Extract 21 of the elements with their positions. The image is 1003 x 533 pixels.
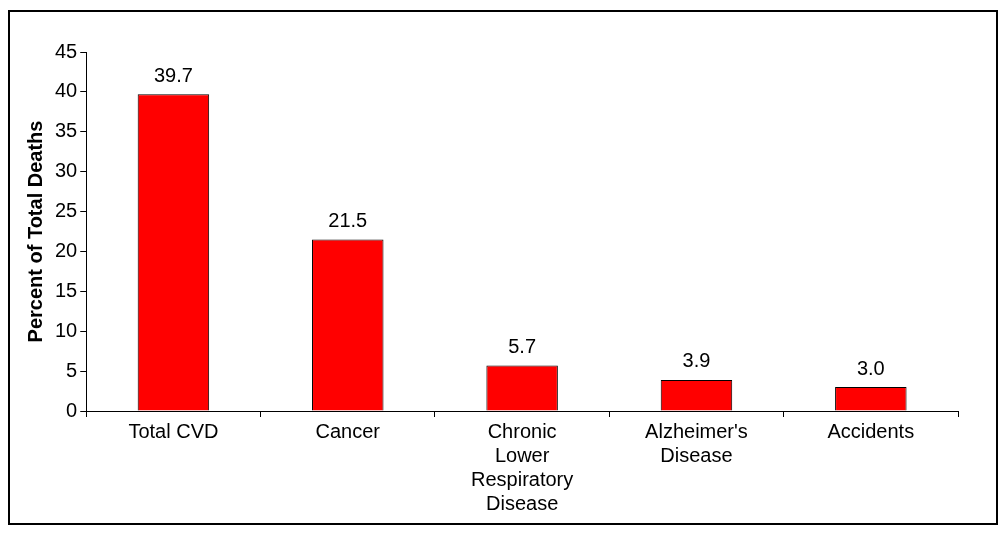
x-tick-label: Accidents	[827, 419, 915, 442]
y-axis-title: Percent of Total Deaths	[23, 120, 46, 343]
data-label: 3.9	[682, 349, 711, 372]
y-tick-label: 35	[55, 119, 78, 142]
y-tick-label: 25	[55, 199, 78, 222]
x-tick-label: Alzheimer's Disease	[645, 419, 748, 466]
y-tick-label: 15	[55, 278, 78, 301]
y-tick-label: 5	[66, 358, 78, 381]
y-tick-label: 10	[55, 318, 78, 341]
y-tick-label: 45	[55, 39, 78, 62]
data-label: 5.7	[508, 335, 537, 358]
data-label: 21.5	[328, 208, 368, 231]
y-tick-label: 0	[66, 398, 78, 421]
x-tick-label: Cancer	[315, 419, 381, 442]
x-tick-label: Chronic Lower Respiratory Disease	[470, 419, 574, 514]
data-label: 3.0	[856, 356, 885, 379]
y-tick-label: 40	[55, 79, 78, 102]
y-tick-label: 20	[55, 238, 78, 261]
data-label: 39.7	[153, 63, 193, 86]
y-tick-label: 30	[55, 159, 78, 182]
x-tick-label: Total CVD	[128, 419, 219, 442]
